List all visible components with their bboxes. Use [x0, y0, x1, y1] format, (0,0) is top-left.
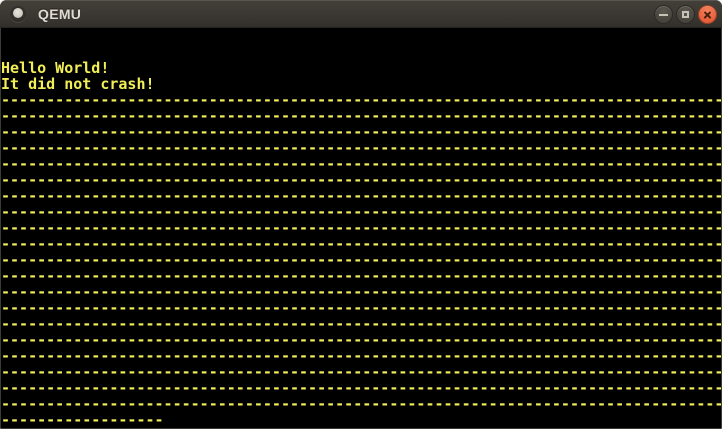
window-border-left — [0, 28, 1, 429]
window-title: QEMU — [38, 6, 82, 22]
vga-text-line: ----------------------------------------… — [1, 316, 721, 332]
vga-text-line — [1, 44, 721, 60]
vga-text-line: ----------------------------------------… — [1, 220, 721, 236]
vga-text-line: ----------------------------------------… — [1, 332, 721, 348]
vga-text-line: ----------------------------------------… — [1, 124, 721, 140]
vga-text-line: ----------------------------------------… — [1, 348, 721, 364]
qemu-logo-icon — [10, 6, 26, 22]
vga-text-line: ------------------ — [1, 412, 164, 428]
minimize-button[interactable] — [654, 5, 673, 24]
close-button[interactable] — [698, 5, 717, 24]
vga-text-line — [1, 28, 721, 44]
vga-text-line: ----------------------------------------… — [1, 236, 721, 252]
vga-text-line: ----------------------------------------… — [1, 172, 721, 188]
minimize-icon — [659, 14, 668, 16]
vga-text-line: Hello World! — [1, 60, 110, 76]
vga-text-line: ----------------------------------------… — [1, 300, 721, 316]
vga-screen[interactable]: Hello World! It did not crash! -----------… — [1, 28, 721, 428]
vga-text-line: ----------------------------------------… — [1, 396, 721, 412]
vga-text-line: ----------------------------------------… — [1, 364, 721, 380]
titlebar[interactable]: QEMU — [0, 0, 722, 28]
close-icon — [699, 6, 716, 23]
maximize-button[interactable] — [676, 5, 695, 24]
vga-text-line: ----------------------------------------… — [1, 204, 721, 220]
vga-text-line: ----------------------------------------… — [1, 140, 721, 156]
vga-text-line: ----------------------------------------… — [1, 156, 721, 172]
window-controls — [654, 5, 717, 24]
vga-text-line: ----------------------------------------… — [1, 252, 721, 268]
vga-text-line: ----------------------------------------… — [1, 380, 721, 396]
vga-text-line: ----------------------------------------… — [1, 188, 721, 204]
vga-text-line: ----------------------------------------… — [1, 92, 721, 108]
vga-text-line: ----------------------------------------… — [1, 284, 721, 300]
maximize-icon — [682, 11, 689, 18]
vga-text-line: It did not crash! — [1, 76, 155, 92]
vga-text-line: ----------------------------------------… — [1, 268, 721, 284]
vga-text-line: ----------------------------------------… — [1, 108, 721, 124]
